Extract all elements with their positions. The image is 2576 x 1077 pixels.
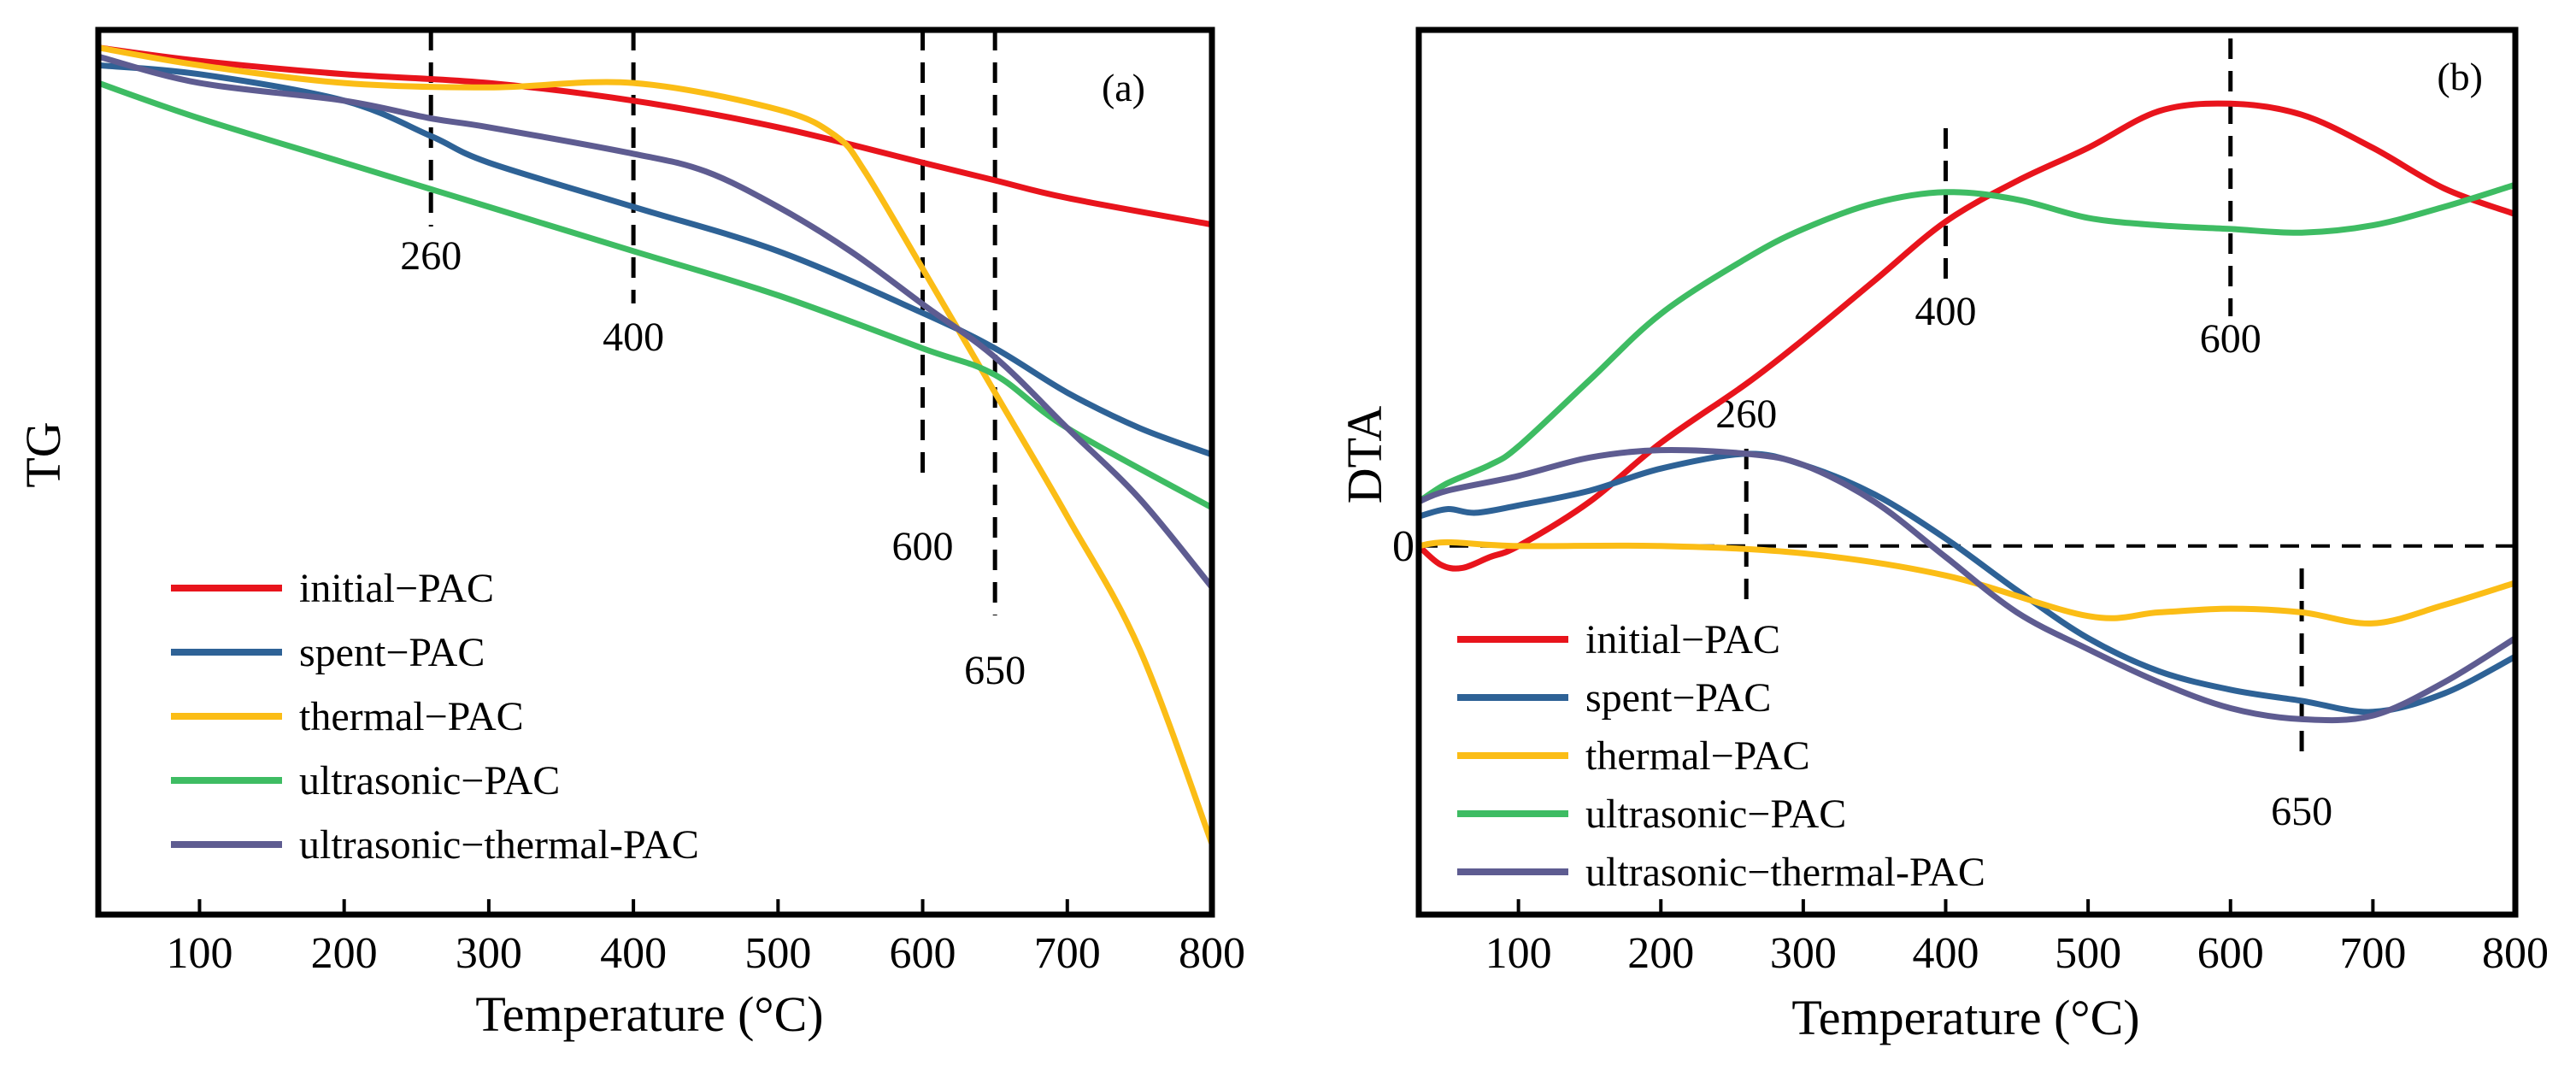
- series-line: [1417, 181, 2517, 504]
- series-line: [97, 44, 1213, 228]
- reference-label: 600: [892, 524, 954, 569]
- series-lines: [97, 44, 1215, 845]
- x-tick-label: 300: [456, 929, 522, 978]
- x-tick-label: 600: [890, 929, 956, 978]
- series-line: [97, 53, 1214, 590]
- reference-lines: 260 400 600 650: [400, 30, 1026, 693]
- xlabel: Temperature (°C): [1791, 990, 2139, 1045]
- legend-label: ultrasonic−PAC: [299, 758, 560, 803]
- legend-label: spent−PAC: [299, 630, 485, 675]
- series-line: [97, 79, 1214, 510]
- legend-label: initial−PAC: [1585, 617, 1780, 662]
- series-line: [97, 62, 1214, 458]
- series-line: [1416, 100, 2517, 572]
- legend-label: ultrasonic−thermal-PAC: [299, 822, 699, 868]
- reference-label: 600: [2200, 316, 2261, 362]
- x-tick-label: 100: [1485, 929, 1552, 978]
- ylabel: TG: [15, 421, 71, 487]
- legend-label: thermal−PAC: [1585, 733, 1810, 779]
- panel-label: (a): [1102, 66, 1145, 109]
- plot-frame: [1415, 26, 2519, 918]
- x-tick-label: 800: [1179, 929, 1245, 978]
- x-axis-ticks: 100 200 300 400 500 600 700 800: [1485, 899, 2549, 978]
- y-zero-label: 0: [1392, 522, 1414, 571]
- legend: initial−PAC spent−PAC thermal−PAC ultrasoni…: [1457, 617, 1985, 895]
- x-tick-label: 500: [2055, 929, 2121, 978]
- legend-label: thermal−PAC: [299, 694, 524, 739]
- series-line: [1418, 450, 2517, 715]
- reference-label: 650: [964, 648, 1026, 693]
- legend-label: spent−PAC: [1585, 675, 1771, 721]
- reference-label: 650: [2271, 789, 2332, 834]
- x-tick-label: 400: [1913, 929, 1979, 978]
- series-lines: [1416, 100, 2517, 724]
- legend-label: ultrasonic−PAC: [1585, 792, 1846, 837]
- x-axis-ticks: 100 200 300 400 500 600 700 800: [166, 899, 1245, 978]
- x-tick-label: 700: [2339, 929, 2406, 978]
- series-line: [1417, 446, 2517, 724]
- panel-label: (b): [2437, 55, 2483, 98]
- reference-label: 260: [400, 233, 462, 279]
- x-tick-label: 200: [311, 929, 378, 978]
- legend-label: initial−PAC: [299, 566, 494, 611]
- plot-frame: [95, 26, 1215, 918]
- x-tick-label: 300: [1770, 929, 1837, 978]
- legend-label: ultrasonic−thermal-PAC: [1585, 850, 1985, 895]
- series-line: [1418, 538, 2517, 627]
- x-tick-label: 500: [744, 929, 811, 978]
- x-tick-label: 200: [1627, 929, 1694, 978]
- reference-label: 400: [1915, 289, 1977, 334]
- legend: initial−PAC spent−PAC thermal−PAC ultrasoni…: [171, 566, 699, 868]
- x-tick-label: 100: [166, 929, 232, 978]
- ylabel: DTA: [1337, 406, 1392, 504]
- xlabel: Temperature (°C): [475, 986, 823, 1042]
- x-tick-label: 600: [2197, 929, 2264, 978]
- reference-label: 400: [603, 315, 664, 360]
- x-tick-label: 400: [600, 929, 667, 978]
- series-line: [97, 44, 1215, 845]
- panel-a: TG 260 400 600 650 100 200 300 400 500 600 700 800…: [15, 26, 1245, 1042]
- x-tick-label: 700: [1034, 929, 1101, 978]
- x-tick-label: 800: [2482, 929, 2549, 978]
